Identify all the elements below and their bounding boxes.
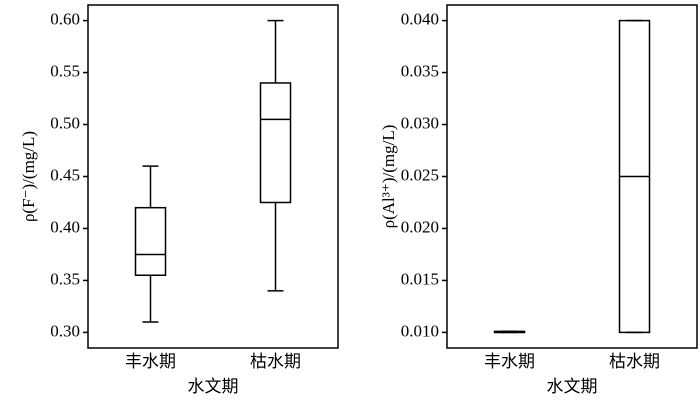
y-tick-label: 0.35	[50, 269, 80, 288]
x-tick-label: 丰水期	[125, 352, 176, 371]
box	[259, 82, 292, 204]
y-tick-label: 0.40	[50, 217, 80, 236]
y-tick-label: 0.035	[401, 61, 439, 80]
y-tick-label: 0.55	[50, 61, 80, 80]
y-tick-label: 0.50	[50, 113, 80, 132]
y-tick-label: 0.45	[50, 165, 80, 184]
x-tick-label: 丰水期	[484, 352, 535, 371]
x-tick-label: 枯水期	[250, 352, 301, 371]
y-axis-label: ρ(Al³⁺)/(mg/L)	[379, 125, 398, 229]
plot-frame	[87, 4, 339, 349]
y-tick-label: 0.030	[401, 113, 439, 132]
y-axis-label: ρ(F⁻)/(mg/L)	[19, 131, 38, 222]
y-tick-label: 0.60	[50, 9, 80, 28]
x-axis-label: 水文期	[547, 377, 598, 396]
box	[134, 206, 167, 276]
y-tick-label: 0.015	[401, 269, 439, 288]
x-tick-label: 枯水期	[609, 352, 660, 371]
y-tick-label: 0.020	[401, 217, 439, 236]
y-tick-label: 0.040	[401, 9, 439, 28]
plot-frame	[446, 4, 698, 349]
y-tick-label: 0.30	[50, 321, 80, 340]
y-tick-label: 0.010	[401, 321, 439, 340]
y-tick-label: 0.025	[401, 165, 439, 184]
x-axis-label: 水文期	[188, 377, 239, 396]
